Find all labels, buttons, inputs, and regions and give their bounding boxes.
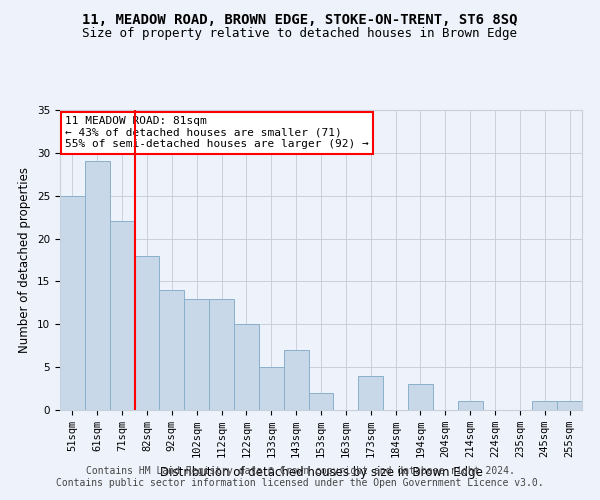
Bar — [110, 222, 134, 410]
Bar — [209, 298, 234, 410]
Bar — [458, 402, 482, 410]
Bar — [259, 367, 284, 410]
X-axis label: Distribution of detached houses by size in Brown Edge: Distribution of detached houses by size … — [160, 466, 482, 478]
Y-axis label: Number of detached properties: Number of detached properties — [19, 167, 31, 353]
Bar — [308, 393, 334, 410]
Bar — [134, 256, 160, 410]
Text: Size of property relative to detached houses in Brown Edge: Size of property relative to detached ho… — [83, 28, 517, 40]
Bar — [184, 298, 209, 410]
Bar — [532, 402, 557, 410]
Text: Contains HM Land Registry data © Crown copyright and database right 2024.
Contai: Contains HM Land Registry data © Crown c… — [56, 466, 544, 487]
Bar — [557, 402, 582, 410]
Bar — [408, 384, 433, 410]
Bar — [284, 350, 308, 410]
Bar — [234, 324, 259, 410]
Bar — [60, 196, 85, 410]
Text: 11 MEADOW ROAD: 81sqm
← 43% of detached houses are smaller (71)
55% of semi-deta: 11 MEADOW ROAD: 81sqm ← 43% of detached … — [65, 116, 369, 149]
Bar — [85, 162, 110, 410]
Bar — [358, 376, 383, 410]
Bar — [160, 290, 184, 410]
Text: 11, MEADOW ROAD, BROWN EDGE, STOKE-ON-TRENT, ST6 8SQ: 11, MEADOW ROAD, BROWN EDGE, STOKE-ON-TR… — [82, 12, 518, 26]
